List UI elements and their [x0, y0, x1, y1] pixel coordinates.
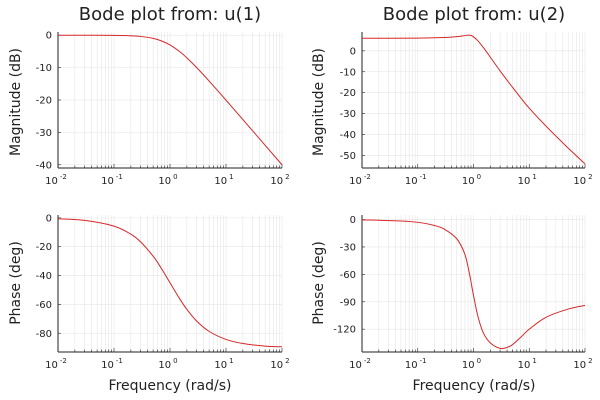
phase-curve-u1	[57, 218, 283, 348]
panel-magnitude-u1: Bode plot from: u(1) Magnitude (dB) 0 -10…	[8, 4, 290, 187]
x-tick-label: 10 1	[214, 173, 233, 187]
x-tick-label: 10 0	[158, 173, 177, 187]
y-axis-label: Magnitude (dB)	[311, 48, 327, 156]
y-tick-label: -40	[340, 130, 356, 141]
x-tick-label: 10 -1	[405, 173, 427, 187]
y-tick-label: 0	[350, 46, 356, 57]
x-tick-label: 10 2	[573, 357, 592, 371]
panel-phase-u1: Phase (deg) Frequency (rad/s) 0 -20 -40 -60…	[8, 213, 290, 394]
y-axis-label: Phase (deg)	[311, 241, 327, 325]
y-tick-label: 0	[46, 31, 52, 42]
x-tick-label: 10 -2	[45, 357, 67, 371]
y-tick-label: -40	[36, 160, 52, 171]
y-tick-label: -50	[340, 151, 356, 162]
chart-title: Bode plot from: u(2)	[383, 4, 565, 25]
panel-phase-u2: Phase (deg) Frequency (rad/s) 0 -30 -60 -90…	[311, 215, 593, 394]
x-tick-label: 10 2	[270, 173, 289, 187]
y-tick-label: -40	[36, 271, 52, 282]
y-tick-label: -30	[36, 128, 52, 139]
y-tick-label: -60	[340, 270, 356, 281]
x-tick-label: 10 2	[573, 173, 592, 187]
x-axis-label: Frequency (rad/s)	[109, 378, 232, 394]
phase-curve-u2	[361, 219, 586, 350]
magnitude-curve-u1	[57, 34, 283, 166]
y-tick-label: -120	[333, 325, 356, 336]
y-axis-label: Magnitude (dB)	[8, 48, 24, 156]
y-tick-label: -20	[36, 96, 52, 107]
x-tick-label: 10 -1	[101, 357, 123, 371]
y-tick-label: -90	[340, 297, 356, 308]
y-tick-label: -20	[340, 88, 356, 99]
magnitude-curve-u2	[361, 34, 586, 165]
x-tick-label: 10 -2	[349, 357, 371, 371]
y-tick-label: 0	[350, 215, 356, 226]
chart-title: Bode plot from: u(1)	[79, 4, 261, 25]
x-tick-label: 10 2	[270, 357, 289, 371]
x-tick-label: 10 1	[214, 357, 233, 371]
y-tick-label: -10	[340, 67, 356, 78]
y-tick-label: 0	[46, 213, 52, 224]
y-tick-label: -80	[36, 329, 52, 340]
x-tick-label: 10 -2	[45, 173, 67, 187]
y-tick-label: -10	[36, 63, 52, 74]
x-tick-label: 10 0	[158, 357, 177, 371]
y-tick-label: -20	[36, 242, 52, 253]
x-axis-label: Frequency (rad/s)	[413, 378, 536, 394]
y-axis-label: Phase (deg)	[8, 241, 24, 325]
x-tick-label: 10 0	[462, 173, 481, 187]
panel-magnitude-u2: Bode plot from: u(2) Magnitude (dB) 0 -10…	[311, 4, 593, 187]
y-tick-label: -30	[340, 109, 356, 120]
x-tick-label: 10 -1	[101, 173, 123, 187]
x-tick-label: 10 -1	[405, 357, 427, 371]
y-tick-label: -30	[340, 242, 356, 253]
x-tick-label: 10 0	[462, 357, 481, 371]
x-tick-label: 10 -2	[349, 173, 371, 187]
x-tick-label: 10 1	[518, 173, 537, 187]
x-tick-label: 10 1	[518, 357, 537, 371]
y-tick-label: -60	[36, 300, 52, 311]
